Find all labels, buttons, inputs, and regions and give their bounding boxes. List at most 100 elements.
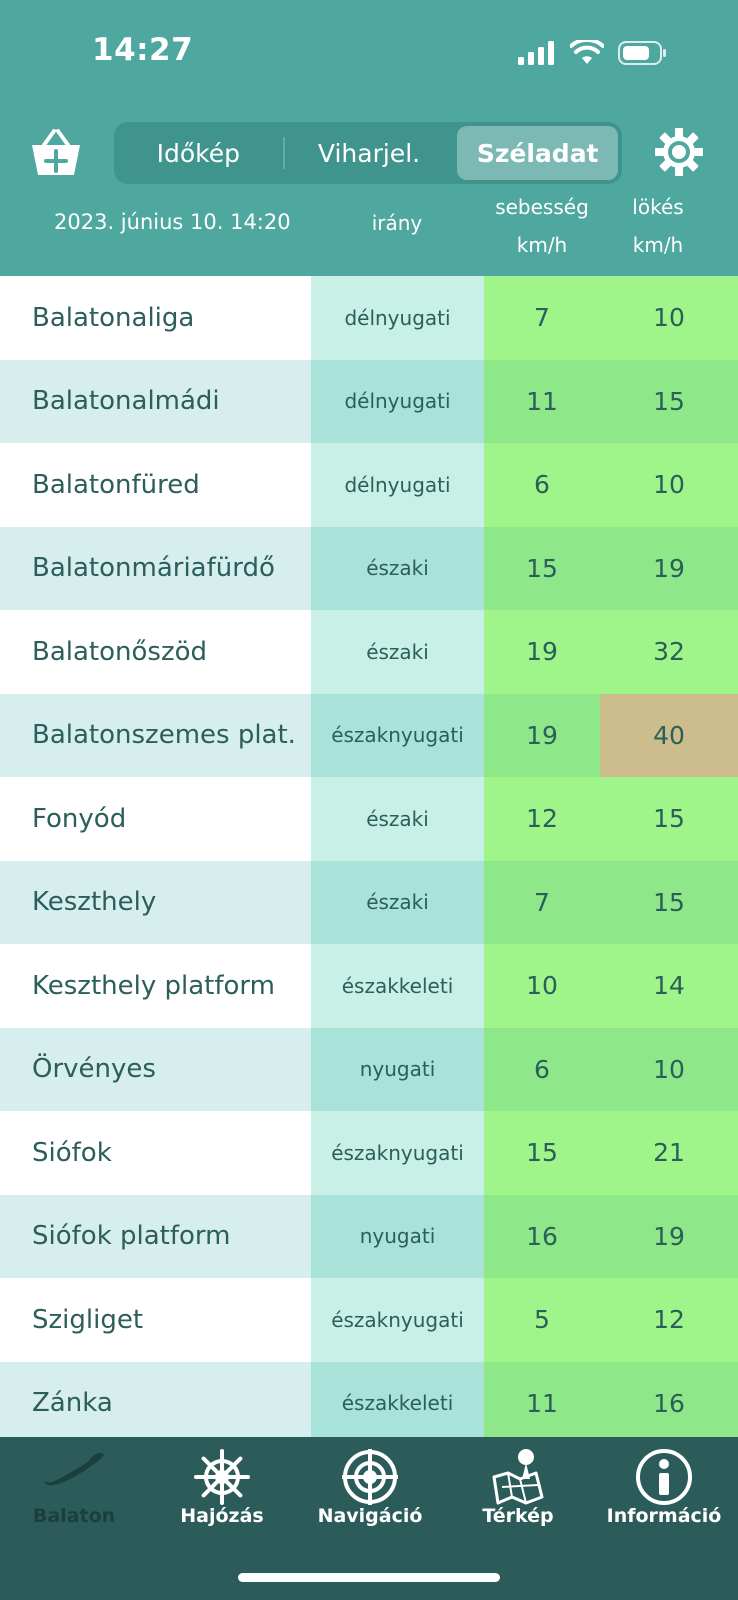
table-row[interactable]: Balatonmáriafürdő északi 15 19	[0, 526, 738, 610]
table-row[interactable]: Zánka északkeleti 11 16	[0, 1361, 738, 1445]
wind-speed: 19	[484, 610, 600, 694]
info-icon	[634, 1447, 694, 1512]
col-header-speed-label: sebesség	[495, 195, 589, 219]
wind-gust: 21	[600, 1111, 738, 1195]
wind-speed: 6	[484, 1027, 600, 1111]
wind-direction: délnyugati	[311, 276, 484, 360]
tab-szeladat[interactable]: Széladat	[457, 126, 619, 180]
wind-gust: 16	[600, 1361, 738, 1445]
table-row[interactable]: Keszthely északi 7 15	[0, 860, 738, 944]
station-name: Szigliget	[0, 1278, 311, 1362]
wind-direction: nyugati	[311, 1194, 484, 1278]
nav-balaton[interactable]: Balaton	[0, 1437, 148, 1547]
wind-direction: északkeleti	[311, 944, 484, 1028]
table-row[interactable]: Fonyód északi 12 15	[0, 777, 738, 861]
wind-speed: 10	[484, 944, 600, 1028]
table-row[interactable]: Siófok platform nyugati 16 19	[0, 1194, 738, 1278]
station-name: Balatonfüred	[0, 443, 311, 527]
table-row[interactable]: Balatonalmádi délnyugati 11 15	[0, 359, 738, 443]
table-row[interactable]: Balatonaliga délnyugati 7 10	[0, 276, 738, 360]
table-row[interactable]: Balatonfüred délnyugati 6 10	[0, 443, 738, 527]
wind-speed: 6	[484, 443, 600, 527]
table-row[interactable]: Siófok északnyugati 15 21	[0, 1111, 738, 1195]
nav-label: Navigáció	[317, 1505, 423, 1527]
table-row[interactable]: Keszthely platform északkeleti 10 14	[0, 944, 738, 1028]
wind-direction: délnyugati	[311, 359, 484, 443]
wind-speed: 12	[484, 777, 600, 861]
wind-direction: északi	[311, 526, 484, 610]
table-row[interactable]: Balatonőszöd északi 19 32	[0, 610, 738, 694]
nav-terkep[interactable]: Térkép	[444, 1437, 592, 1547]
wind-speed: 15	[484, 1111, 600, 1195]
tab-idokep[interactable]: Időkép	[156, 138, 241, 168]
wind-gust: 15	[600, 359, 738, 443]
wind-direction: északnyugati	[311, 1278, 484, 1362]
wind-direction: északi	[311, 610, 484, 694]
wind-gust: 10	[600, 1027, 738, 1111]
col-header-speed-unit: km/h	[516, 233, 568, 257]
table-row[interactable]: Örvényes nyugati 6 10	[0, 1027, 738, 1111]
wind-gust: 19	[600, 526, 738, 610]
wind-speed: 16	[484, 1194, 600, 1278]
segmented-control: Időkép Viharjel. Széladat	[114, 122, 622, 184]
nav-label: Hajózás	[180, 1505, 264, 1527]
station-name: Fonyód	[0, 777, 311, 861]
station-name: Keszthely	[0, 860, 311, 944]
wind-gust: 10	[600, 443, 738, 527]
wind-gust: 32	[600, 610, 738, 694]
home-indicator	[238, 1573, 500, 1582]
gear-icon	[655, 128, 703, 176]
nav-informacio[interactable]: Információ	[590, 1437, 738, 1547]
wifi-icon	[570, 40, 604, 64]
col-header-gust: lökés km/h	[600, 188, 716, 264]
map-pin-icon	[488, 1447, 548, 1512]
wind-direction: északi	[311, 860, 484, 944]
wind-gust: 15	[600, 860, 738, 944]
status-time: 14:27	[92, 32, 194, 68]
wind-direction: nyugati	[311, 1027, 484, 1111]
station-name: Balatonőszöd	[0, 610, 311, 694]
wind-direction: északnyugati	[311, 693, 484, 777]
col-header-gust-label: lökés	[632, 195, 684, 219]
nav-label: Térkép	[482, 1505, 554, 1527]
wind-speed: 19	[484, 693, 600, 777]
battery-icon	[618, 41, 666, 65]
nav-hajozas[interactable]: Hajózás	[148, 1437, 296, 1547]
nav-label: Balaton	[32, 1505, 116, 1527]
station-name: Siófok	[0, 1111, 311, 1195]
wind-speed: 7	[484, 860, 600, 944]
table-row[interactable]: Szigliget északnyugati 5 12	[0, 1278, 738, 1362]
wind-speed: 11	[484, 1361, 600, 1445]
table-row[interactable]: Balatonszemes plat. északnyugati 19 40	[0, 693, 738, 777]
station-name: Balatonmáriafürdő	[0, 526, 311, 610]
wind-speed: 5	[484, 1278, 600, 1362]
timestamp: 2023. június 10. 14:20	[54, 210, 291, 234]
wind-speed: 7	[484, 276, 600, 360]
wind-direction: északnyugati	[311, 1111, 484, 1195]
station-name: Keszthely platform	[0, 944, 311, 1028]
wind-direction: délnyugati	[311, 443, 484, 527]
settings-button[interactable]	[654, 127, 704, 181]
wind-gust: 40	[600, 693, 738, 777]
wind-gust: 14	[600, 944, 738, 1028]
signal-icon	[518, 41, 554, 65]
segment-divider	[282, 137, 285, 169]
station-name: Zánka	[0, 1361, 311, 1445]
ship-wheel-icon	[192, 1447, 252, 1512]
wind-direction: északi	[311, 777, 484, 861]
balaton-lake-icon	[42, 1447, 106, 1496]
wind-gust: 12	[600, 1278, 738, 1362]
station-table: Balatonaliga délnyugati 7 10 Balatonalmádi dé…	[0, 276, 738, 1445]
nav-label: Információ	[606, 1505, 722, 1527]
bottom-nav: Balaton Hajózás Navigác	[0, 1437, 738, 1600]
wind-direction: északkeleti	[311, 1361, 484, 1445]
basket-add-icon	[32, 129, 80, 175]
tab-viharjel[interactable]: Viharjel.	[317, 138, 421, 168]
station-name: Örvényes	[0, 1027, 311, 1111]
nav-navigacio[interactable]: Navigáció	[296, 1437, 444, 1547]
col-header-gust-unit: km/h	[632, 233, 684, 257]
wind-gust: 10	[600, 276, 738, 360]
header: 14:27 Időkép Viharjel. Széladat	[0, 0, 738, 276]
add-basket-button[interactable]	[30, 127, 82, 183]
wind-speed: 15	[484, 526, 600, 610]
